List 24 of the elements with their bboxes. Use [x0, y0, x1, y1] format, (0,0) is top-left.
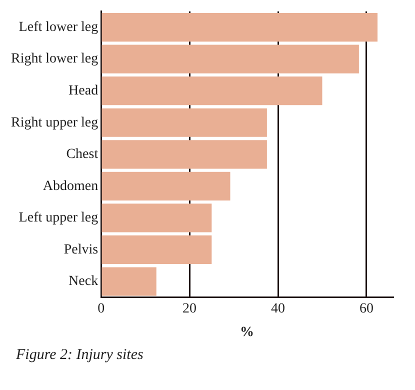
- y-tick-label: Neck: [68, 274, 98, 290]
- y-tick-label: Right lower leg: [10, 52, 98, 67]
- bar: [102, 140, 267, 169]
- bar: [102, 172, 230, 200]
- y-tick-label: Left lower leg: [18, 20, 98, 35]
- y-tick-label: Chest: [66, 147, 98, 162]
- y-tick-label: Head: [68, 84, 98, 99]
- bar: [102, 204, 212, 232]
- bar: [102, 267, 156, 296]
- x-tick-label: 0: [98, 301, 105, 316]
- caption: Figure 2: Injury sites: [16, 347, 144, 364]
- bar: [102, 108, 267, 137]
- bar: [102, 44, 359, 74]
- bar: [102, 12, 378, 42]
- x-tick-label: 40: [271, 301, 286, 316]
- bar: [102, 235, 212, 264]
- x-tick-label: 20: [182, 301, 197, 316]
- x-tick-label: 60: [359, 301, 374, 316]
- x-axis-title: %: [240, 325, 254, 340]
- bar: [102, 76, 322, 106]
- y-tick-label: Right upper leg: [10, 115, 98, 130]
- y-tick-label: Left upper leg: [18, 210, 98, 226]
- y-tick-label: Pelvis: [64, 242, 98, 258]
- y-tick-label: Abdomen: [42, 178, 98, 194]
